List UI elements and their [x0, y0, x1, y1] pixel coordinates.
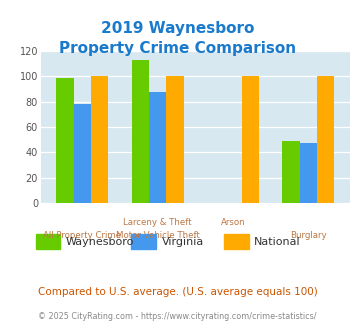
Text: © 2025 CityRating.com - https://www.cityrating.com/crime-statistics/: © 2025 CityRating.com - https://www.city… [38, 312, 317, 321]
Text: Burglary: Burglary [290, 231, 327, 240]
Bar [300, 144, 317, 203]
Text: All Property Crime: All Property Crime [43, 231, 121, 240]
Bar [242, 77, 259, 203]
Text: Virginia: Virginia [162, 237, 204, 247]
Text: Larceny & Theft: Larceny & Theft [123, 218, 192, 227]
Text: Arson: Arson [220, 218, 245, 227]
Text: National: National [254, 237, 300, 247]
Text: 2019 Waynesboro: 2019 Waynesboro [101, 21, 254, 36]
Bar [56, 78, 73, 203]
Bar [282, 141, 300, 203]
Text: Waynesboro: Waynesboro [66, 237, 134, 247]
Bar [73, 104, 91, 203]
Bar [149, 92, 166, 203]
Bar [91, 77, 108, 203]
Text: Motor Vehicle Theft: Motor Vehicle Theft [116, 231, 200, 240]
Text: Compared to U.S. average. (U.S. average equals 100): Compared to U.S. average. (U.S. average … [38, 287, 317, 297]
Text: Property Crime Comparison: Property Crime Comparison [59, 41, 296, 56]
Bar [132, 60, 149, 203]
Bar [317, 77, 334, 203]
Bar [166, 77, 184, 203]
